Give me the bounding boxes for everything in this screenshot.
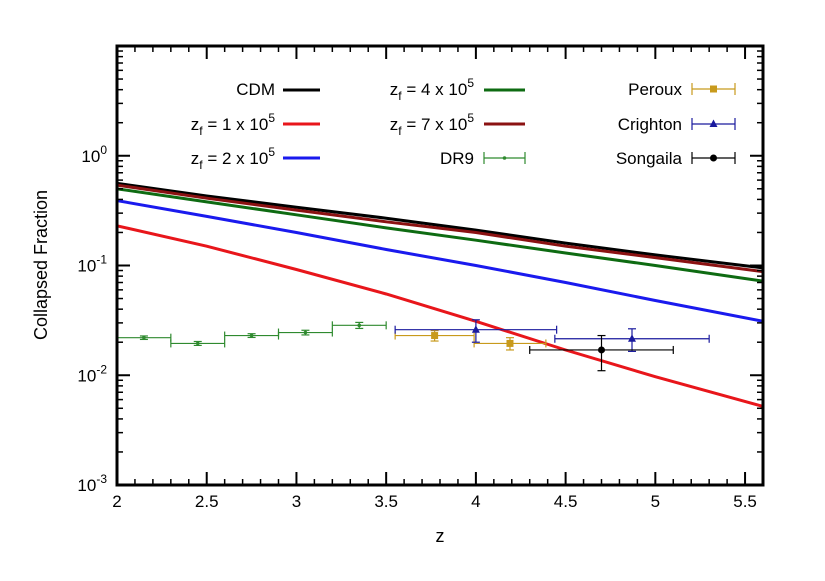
songaila-point — [598, 346, 605, 354]
dr9-point — [142, 335, 146, 340]
plot-frame — [115, 44, 765, 487]
series-points-dr9 — [116, 321, 387, 348]
axis-labels: z Collapsed Fraction — [31, 190, 445, 546]
legend-label-peroux: Peroux — [628, 80, 682, 99]
x-tick-label: 2.5 — [195, 492, 219, 511]
series-line-cdm — [117, 181, 763, 270]
x-tick-label: 2 — [112, 492, 121, 511]
series-points-songaila — [529, 334, 674, 372]
legend-label-songaila: Songaila — [616, 149, 683, 168]
dr9-point — [357, 323, 362, 328]
legend-marker-songaila — [710, 154, 717, 162]
series-line-zf2 — [117, 199, 763, 323]
legend-label-dr9: DR9 — [440, 149, 474, 168]
x-tick-label: 3 — [292, 492, 301, 511]
x-axis-label: z — [436, 526, 445, 546]
x-tick-label: 3.5 — [374, 492, 398, 511]
y-axis-label: Collapsed Fraction — [31, 190, 51, 340]
crighton-point — [471, 325, 480, 333]
crighton-point — [628, 334, 637, 342]
legend-marker-crighton — [709, 119, 718, 127]
x-tick-label: 5.5 — [733, 492, 757, 511]
legend-label-crighton: Crighton — [618, 115, 682, 134]
y-tick-label: 10-3 — [77, 472, 107, 495]
y-tick-label: 100 — [81, 143, 107, 166]
series-points-crighton — [394, 319, 710, 352]
x-tick-label: 4.5 — [554, 492, 578, 511]
ticks-layer: 2 2.5 3 3.5 4 4.5 5 5.5 10-3 10-2 10-1 100 — [77, 46, 764, 511]
peroux-point — [506, 339, 514, 347]
legend-label-zf1: zf = 1 x 105 — [191, 111, 276, 138]
legend-marker-dr9 — [502, 156, 507, 160]
peroux-point — [431, 332, 439, 340]
x-tick-label: 4 — [471, 492, 480, 511]
legend-label-zf7: zf = 7 x 105 — [390, 111, 475, 138]
dr9-point — [249, 333, 254, 338]
series-line-zf7 — [117, 183, 763, 274]
y-tick-label: 10-1 — [77, 253, 107, 276]
legend-label-zf2: zf = 2 x 105 — [191, 145, 276, 172]
legend: CDM zf = 1 x 105 zf = 2 x 105 zf = 4 x 105 z… — [191, 76, 736, 172]
series-line-zf4 — [117, 187, 763, 283]
series-points-peroux — [394, 330, 547, 351]
legend-marker-peroux — [710, 85, 717, 93]
x-tick-label: 5 — [651, 492, 660, 511]
data-layer — [116, 181, 763, 408]
y-tick-label: 10-2 — [77, 362, 107, 385]
legend-label-zf4: zf = 4 x 105 — [390, 76, 475, 103]
dr9-point — [195, 341, 200, 346]
dr9-point — [303, 330, 308, 335]
series-line-zf1 — [117, 224, 763, 408]
legend-label-cdm: CDM — [236, 80, 275, 99]
